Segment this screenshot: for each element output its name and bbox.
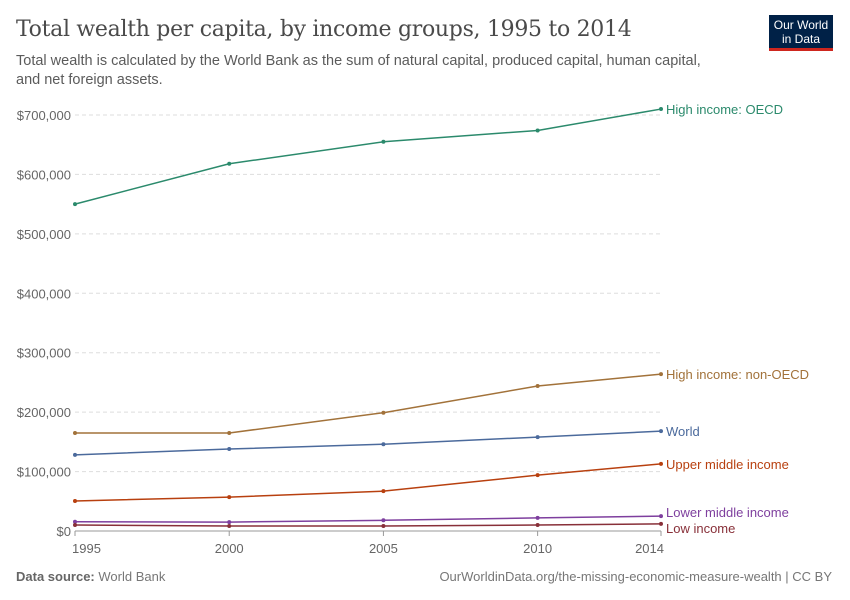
series-line [74, 108, 662, 205]
x-tick-label: 1995 [72, 541, 101, 556]
data-point [381, 523, 386, 528]
series-line [74, 515, 662, 523]
data-point [227, 446, 232, 451]
source-url-link[interactable]: OurWorldinData.org/the-missing-economic-… [439, 569, 832, 584]
data-point [659, 521, 663, 526]
data-point [659, 107, 663, 112]
series-line [74, 430, 662, 456]
series-line [74, 463, 662, 502]
series-line [74, 523, 662, 527]
source-value: World Bank [98, 569, 166, 584]
source-label: Data source: [16, 569, 95, 584]
data-point [535, 473, 540, 478]
data-point [535, 435, 540, 440]
y-tick-label: $600,000 [17, 167, 71, 182]
chart-subtitle: Total wealth is calculated by the World … [16, 53, 701, 88]
x-tick-label: 2005 [369, 541, 398, 556]
data-point [381, 410, 386, 415]
y-tick-label: $700,000 [17, 108, 71, 123]
data-point [227, 495, 232, 500]
x-tick-label: 2010 [523, 541, 552, 556]
y-tick-label: $0 [57, 524, 71, 539]
series-label: High income: OECD [666, 102, 783, 117]
data-point [227, 523, 232, 528]
data-point [381, 139, 386, 144]
data-point [73, 452, 77, 457]
data-point [381, 489, 386, 494]
data-point [73, 202, 77, 207]
data-point [659, 429, 663, 434]
series-label: Lower middle income [666, 505, 789, 520]
data-point [659, 372, 663, 377]
data-point [227, 520, 232, 525]
data-point [381, 442, 386, 447]
data-point [227, 161, 232, 166]
data-point [535, 383, 540, 388]
data-source: Data source: World Bank [16, 569, 165, 584]
owid-logo[interactable]: Our World in Data [769, 15, 833, 51]
data-point [659, 461, 663, 466]
data-point [73, 430, 77, 435]
series-label: World [666, 424, 700, 439]
data-point [73, 523, 77, 528]
data-point [227, 430, 232, 435]
data-point [535, 128, 540, 133]
series-line [75, 373, 662, 434]
data-point [73, 498, 77, 503]
y-tick-label: $400,000 [17, 286, 71, 301]
data-point [73, 519, 77, 524]
series-label: High income: non-OECD [666, 367, 809, 382]
y-tick-label: $500,000 [17, 227, 71, 242]
series-label: Upper middle income [666, 457, 789, 472]
data-point [381, 518, 386, 523]
data-point [535, 523, 540, 528]
y-tick-label: $100,000 [17, 465, 71, 480]
x-tick-label: 2000 [215, 541, 244, 556]
y-tick-label: $200,000 [17, 405, 71, 420]
data-point [535, 515, 540, 520]
y-tick-label: $300,000 [17, 346, 71, 361]
chart-title: Total wealth per capita, by income group… [16, 17, 632, 42]
series-label: Low income [666, 521, 735, 536]
data-point [659, 514, 663, 519]
x-tick-label: 2014 [635, 541, 664, 556]
